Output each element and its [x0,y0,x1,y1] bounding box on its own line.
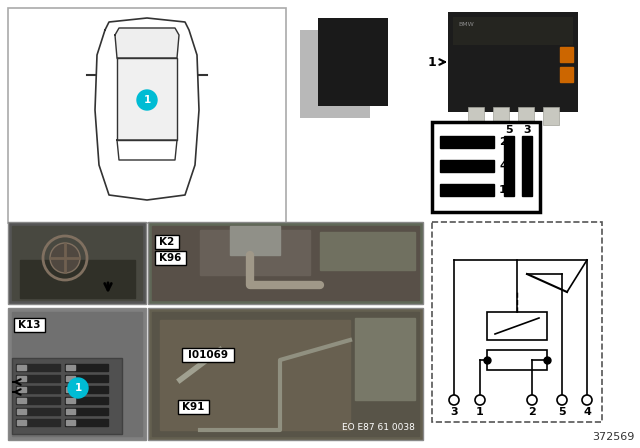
Polygon shape [440,136,494,148]
Bar [155,251,186,265]
Bar [518,107,534,125]
Text: 1: 1 [74,383,82,393]
Bar [318,18,388,106]
Bar [432,222,602,422]
Polygon shape [152,226,419,300]
Polygon shape [17,387,26,392]
Circle shape [137,90,157,110]
Polygon shape [12,312,142,436]
Bar [448,12,578,112]
Polygon shape [65,419,108,426]
Polygon shape [440,184,494,196]
Polygon shape [20,260,135,298]
Bar [8,222,146,304]
Polygon shape [16,408,60,415]
Polygon shape [160,320,350,430]
Bar [487,312,547,340]
Bar [14,318,45,332]
Polygon shape [17,398,26,403]
Polygon shape [522,136,532,196]
Bar [543,107,559,125]
Bar [493,107,509,125]
Text: 2: 2 [528,407,536,417]
Polygon shape [17,420,26,425]
Polygon shape [117,58,177,140]
Text: 3: 3 [523,125,531,135]
Polygon shape [440,160,494,172]
Circle shape [449,395,459,405]
Text: 372569: 372569 [593,432,635,442]
Text: 1: 1 [499,185,507,195]
Polygon shape [66,420,75,425]
Polygon shape [560,47,573,62]
Polygon shape [16,375,60,382]
Bar [182,348,234,362]
Bar [8,308,146,440]
Polygon shape [16,386,60,393]
Text: K13: K13 [19,320,41,330]
Circle shape [557,395,567,405]
Text: 5: 5 [505,125,513,135]
Text: 1: 1 [428,56,436,69]
Polygon shape [560,67,573,82]
Bar [8,8,286,223]
Text: I01069: I01069 [188,350,228,360]
Text: 2: 2 [499,137,507,147]
Bar [432,122,540,212]
Polygon shape [200,230,310,275]
Text: BMW: BMW [458,22,474,27]
Polygon shape [152,312,419,436]
Polygon shape [504,136,514,196]
Text: 4: 4 [583,407,591,417]
Polygon shape [320,232,415,270]
Polygon shape [17,365,26,370]
Polygon shape [66,398,75,403]
Text: 1: 1 [143,95,150,105]
Polygon shape [12,226,142,300]
Text: EO E87 61 0038: EO E87 61 0038 [342,423,415,432]
Polygon shape [95,18,199,200]
Polygon shape [16,397,60,404]
Polygon shape [66,387,75,392]
Polygon shape [230,226,280,255]
Bar [453,17,573,45]
Polygon shape [17,409,26,414]
Text: K91: K91 [182,402,205,412]
Polygon shape [65,408,108,415]
Text: 5: 5 [558,407,566,417]
Bar [148,222,423,304]
Polygon shape [65,375,108,382]
Text: 3: 3 [450,407,458,417]
Polygon shape [66,409,75,414]
Bar [155,235,179,249]
Polygon shape [65,397,108,404]
Bar [468,107,484,125]
Bar [12,358,122,434]
Polygon shape [16,364,60,371]
Circle shape [68,378,88,398]
Circle shape [527,395,537,405]
Polygon shape [66,365,75,370]
Circle shape [475,395,485,405]
Polygon shape [65,386,108,393]
Polygon shape [65,364,108,371]
Polygon shape [17,376,26,381]
Polygon shape [355,318,415,400]
Polygon shape [16,419,60,426]
Text: K2: K2 [159,237,175,247]
Text: 1: 1 [476,407,484,417]
Polygon shape [115,28,179,58]
Bar [148,308,423,440]
Circle shape [582,395,592,405]
Polygon shape [66,376,75,381]
Bar [300,30,370,118]
Text: 4: 4 [499,161,507,171]
Text: K96: K96 [159,253,182,263]
Bar [178,400,209,414]
Circle shape [50,243,80,273]
Bar [487,350,547,370]
